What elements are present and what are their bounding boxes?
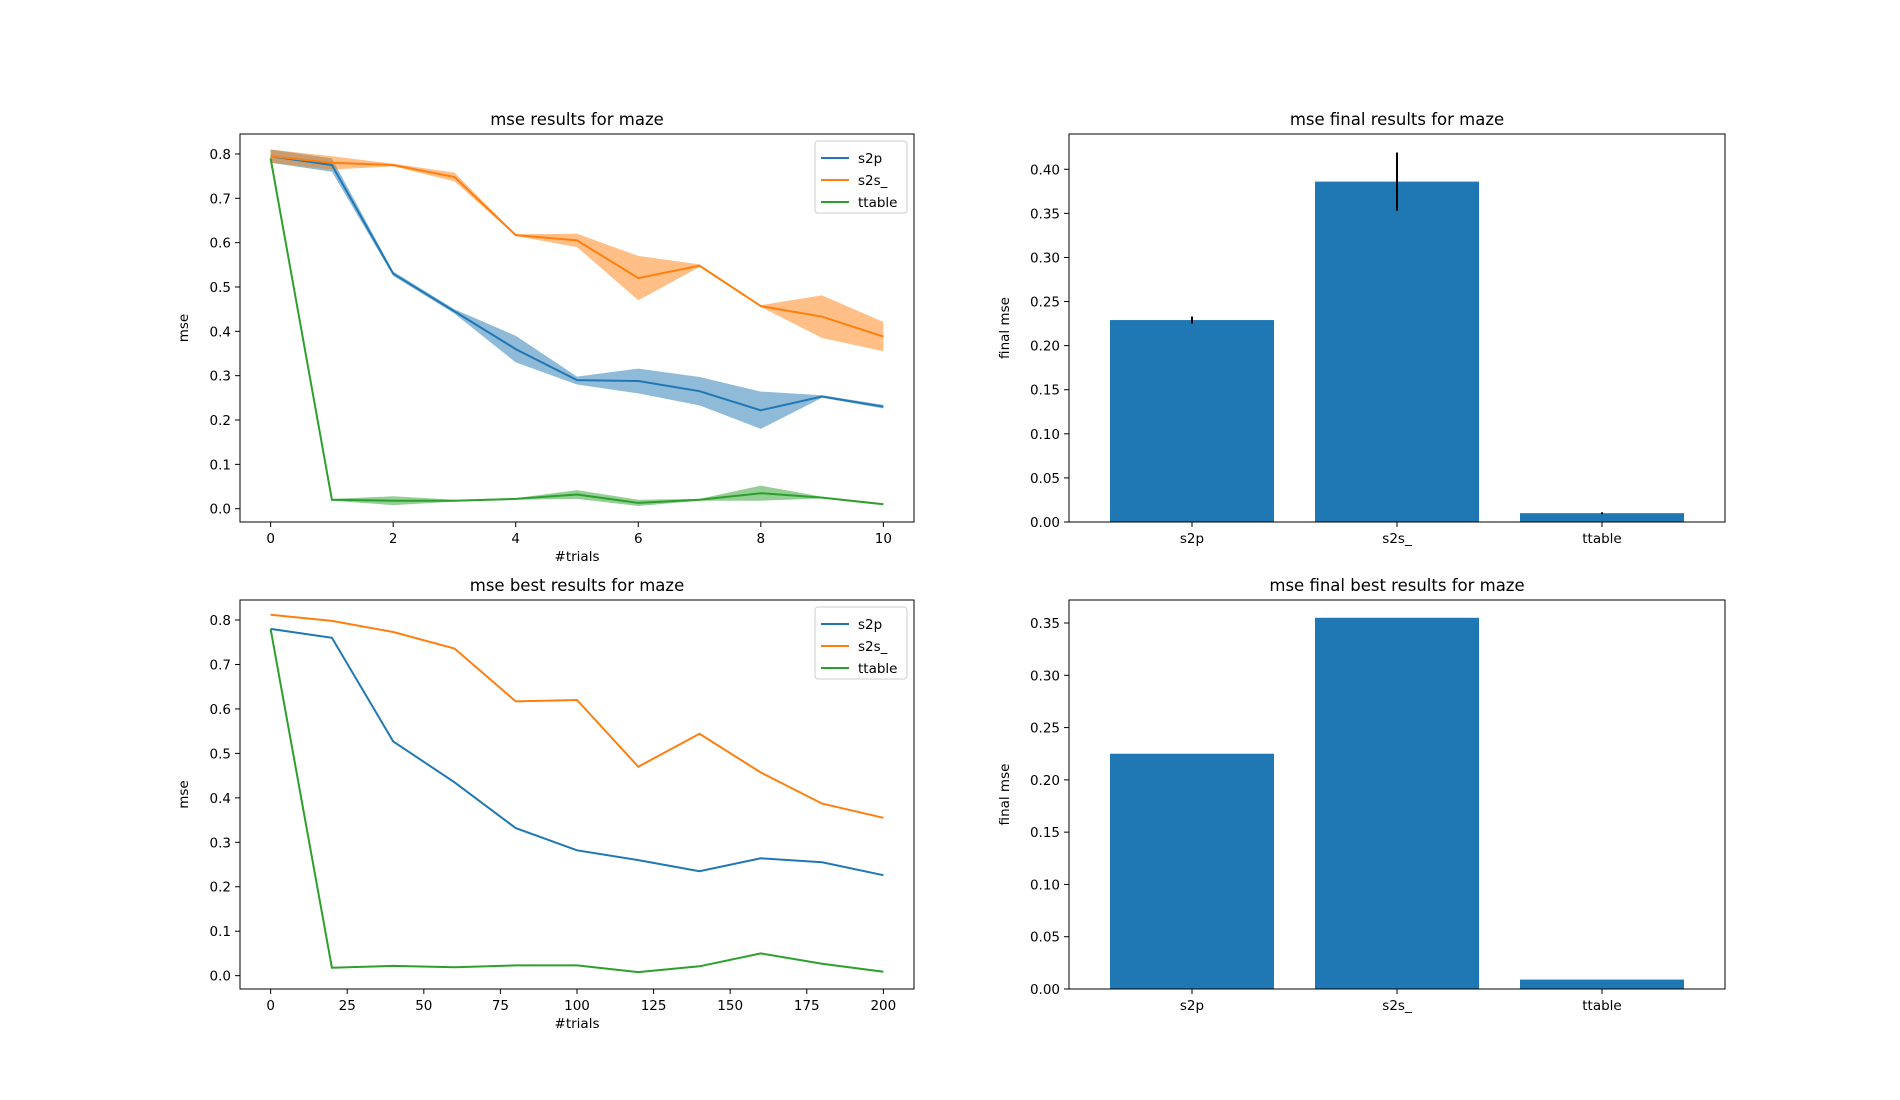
x-tick-label: 200 <box>870 998 896 1014</box>
legend-label: s2s_ <box>858 173 888 189</box>
x-tick-label: 50 <box>415 998 432 1014</box>
x-axis-label: #trials <box>555 549 600 565</box>
x-tick-label: 0 <box>266 998 275 1014</box>
x-tick-label: 10 <box>875 531 892 547</box>
y-tick-label: 0.40 <box>1030 162 1060 178</box>
legend-label: ttable <box>858 661 898 677</box>
chart-title: mse results for maze <box>490 110 664 129</box>
y-axis-label: mse <box>176 314 192 343</box>
series-line-s2p <box>270 155 884 412</box>
x-tick-label: s2p <box>1180 531 1204 547</box>
legend-label: s2s_ <box>858 639 888 655</box>
y-tick-label: 0.6 <box>210 702 231 718</box>
x-tick-label: 4 <box>511 531 520 547</box>
chart-title: mse final results for maze <box>1290 110 1504 129</box>
y-tick-label: 0.20 <box>1030 339 1060 355</box>
x-axis-label: #trials <box>555 1016 600 1032</box>
y-tick-label: 0.35 <box>1030 206 1060 222</box>
series-band-s2s <box>270 149 884 352</box>
y-tick-label: 0.8 <box>210 147 231 163</box>
bar-s2p <box>1110 753 1274 989</box>
y-tick-label: 0.5 <box>210 280 231 296</box>
legend-label: s2p <box>858 151 882 167</box>
series-band-s2p <box>270 149 884 429</box>
x-tick-label: s2s_ <box>1382 998 1412 1014</box>
axes-frame <box>1068 133 1726 523</box>
bar-s2p <box>1110 320 1274 522</box>
axes-frame <box>1068 599 1726 990</box>
legend-label: s2p <box>858 617 882 633</box>
y-tick-label: 0.10 <box>1030 427 1060 443</box>
y-tick-label: 0.35 <box>1030 616 1060 632</box>
y-tick-label: 0.4 <box>210 791 231 807</box>
x-tick-label: 2 <box>389 531 398 547</box>
series-line-ttable <box>269 158 884 506</box>
chart-2: mse final results for maze 0.00 0.05 0.10 0.… <box>997 110 1726 547</box>
chart-3: mse best results for maze 0.0 0.1 0.2 0.3 0.4… <box>176 576 915 1032</box>
x-tick-label: s2p <box>1180 998 1204 1014</box>
y-tick-label: 0.05 <box>1030 930 1060 946</box>
x-tick-label: ttable <box>1582 998 1622 1014</box>
chart-4: mse final best results for maze 0.00 0.05 0… <box>997 576 1726 1014</box>
series-line-s2p <box>270 627 884 877</box>
y-tick-label: 0.3 <box>210 835 231 851</box>
y-tick-label: 0.7 <box>210 191 231 207</box>
x-tick-label: 8 <box>757 531 766 547</box>
y-axis-label: final mse <box>997 297 1013 359</box>
x-tick-label: 0 <box>266 531 275 547</box>
x-tick-label: 150 <box>717 998 743 1014</box>
series-line-s2s <box>270 155 884 338</box>
y-tick-label: 0.30 <box>1030 668 1060 684</box>
y-axis-label: final mse <box>997 764 1013 826</box>
y-tick-label: 0.3 <box>210 369 231 385</box>
y-tick-label: 0.00 <box>1030 515 1060 531</box>
bar-ttable <box>1520 979 1684 989</box>
y-tick-label: 0.7 <box>210 657 231 673</box>
y-tick-label: 0.10 <box>1030 877 1060 893</box>
bar-s2s <box>1315 617 1479 989</box>
y-tick-label: 0.1 <box>210 457 231 473</box>
bar-s2s <box>1315 181 1479 523</box>
axes-frame <box>239 133 915 523</box>
x-tick-label: 100 <box>564 998 590 1014</box>
x-tick-label: 75 <box>492 998 509 1014</box>
y-tick-label: 0.0 <box>210 969 231 985</box>
series-band-ttable <box>270 154 884 506</box>
x-tick-label: 175 <box>794 998 820 1014</box>
y-tick-label: 0.1 <box>210 924 231 940</box>
y-tick-label: 0.05 <box>1030 471 1060 487</box>
x-tick-label: 125 <box>641 998 667 1014</box>
y-tick-label: 0.20 <box>1030 773 1060 789</box>
x-tick-label: s2s_ <box>1382 531 1412 547</box>
axes-frame <box>239 599 915 990</box>
x-tick-label: ttable <box>1582 531 1622 547</box>
y-tick-label: 0.25 <box>1030 295 1060 311</box>
bar-ttable <box>1520 513 1684 522</box>
chart-title: mse final best results for maze <box>1269 576 1524 595</box>
y-tick-label: 0.4 <box>210 324 231 340</box>
series-line-ttable <box>269 628 884 974</box>
y-tick-label: 0.00 <box>1030 982 1060 998</box>
y-tick-label: 0.6 <box>210 236 231 252</box>
y-tick-label: 0.25 <box>1030 721 1060 737</box>
y-tick-label: 0.0 <box>210 502 231 518</box>
y-tick-label: 0.30 <box>1030 250 1060 266</box>
y-tick-label: 0.2 <box>210 413 231 429</box>
x-tick-label: 25 <box>339 998 356 1014</box>
y-tick-label: 0.2 <box>210 880 231 896</box>
chart-title: mse best results for maze <box>470 576 684 595</box>
y-tick-label: 0.15 <box>1030 383 1060 399</box>
series-line-s2s <box>270 613 884 819</box>
legend-label: ttable <box>858 195 898 211</box>
y-tick-label: 0.5 <box>210 746 231 762</box>
chart-1: mse results for maze 0.0 0.1 0.2 0.3 0.4 0.5 0.… <box>176 110 915 565</box>
y-tick-label: 0.15 <box>1030 825 1060 841</box>
y-axis-label: mse <box>176 780 192 809</box>
y-tick-label: 0.8 <box>210 613 231 629</box>
x-tick-label: 6 <box>634 531 643 547</box>
